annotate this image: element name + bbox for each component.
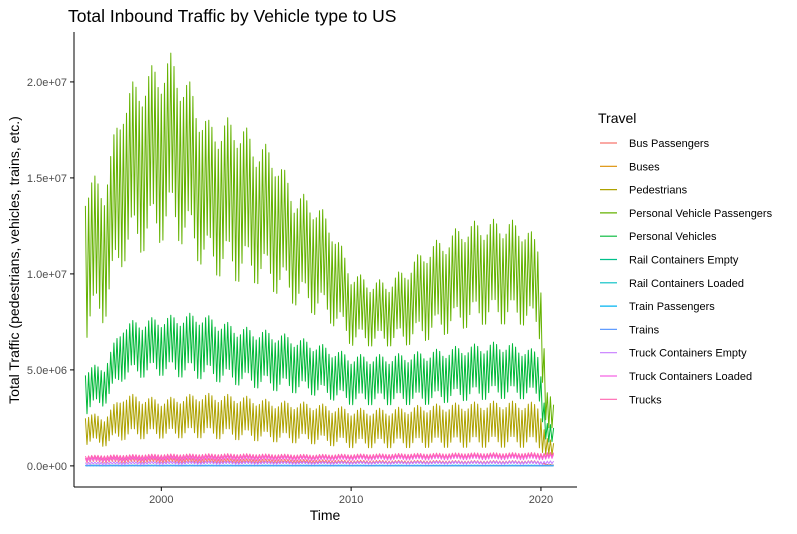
x-tick-label: 2020	[529, 494, 553, 506]
legend-label: Rail Containers Empty	[629, 255, 739, 267]
legend-label: Trucks	[629, 394, 662, 406]
legend-label: Train Passengers	[629, 301, 715, 313]
legend-label: Truck Containers Empty	[629, 348, 747, 360]
legend-label: Trains	[629, 324, 660, 336]
legend-label: Pedestrians	[629, 185, 688, 197]
y-tick-label: 5.0e+06	[27, 365, 67, 377]
x-tick-label: 2000	[149, 494, 173, 506]
legend-label: Personal Vehicle Passengers	[629, 208, 773, 220]
legend-label: Rail Containers Loaded	[629, 278, 744, 290]
legend-label: Truck Containers Loaded	[629, 371, 752, 383]
legend-label: Bus Passengers	[629, 138, 710, 150]
legend-label: Buses	[629, 161, 660, 173]
y-axis-label: Total Traffic (pedestrians, vehicles, tr…	[6, 116, 22, 404]
y-tick-label: 2.0e+07	[27, 77, 67, 89]
legend: Bus Passengers Buses Pedestrians Personal V…	[600, 138, 773, 406]
plot-series-group	[85, 53, 553, 466]
x-axis-label: Time	[310, 507, 341, 523]
legend-title: Travel	[598, 110, 636, 126]
series-line	[85, 393, 553, 454]
legend-label: Personal Vehicles	[629, 231, 717, 243]
x-tick-label: 2010	[339, 494, 363, 506]
y-tick-label: 1.0e+07	[27, 269, 67, 281]
chart-title: Total Inbound Traffic by Vehicle type to…	[68, 6, 396, 26]
y-tick-label: 1.5e+07	[27, 173, 67, 185]
y-tick-label: 0.0e+00	[27, 461, 67, 473]
